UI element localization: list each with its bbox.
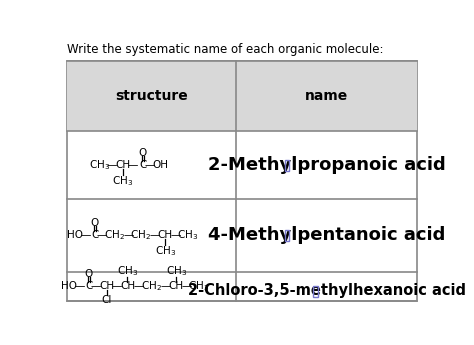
Text: 2-Methylpropanoic acid: 2-Methylpropanoic acid xyxy=(208,156,446,174)
Text: CH$_2$: CH$_2$ xyxy=(130,228,151,242)
Text: —: — xyxy=(81,230,91,240)
Text: —: — xyxy=(74,281,84,291)
Text: C: C xyxy=(91,230,99,240)
Text: O: O xyxy=(91,218,99,228)
Text: CH$_2$: CH$_2$ xyxy=(104,228,125,242)
Text: OH: OH xyxy=(153,160,169,170)
Text: CH: CH xyxy=(99,281,114,291)
Text: C: C xyxy=(139,160,146,170)
Text: CH$_3$: CH$_3$ xyxy=(112,174,133,188)
Bar xyxy=(313,286,318,297)
Text: CH$_3$: CH$_3$ xyxy=(188,279,210,293)
Text: —: — xyxy=(149,230,160,240)
Text: —: — xyxy=(111,281,122,291)
Text: HO: HO xyxy=(67,230,83,240)
Text: CH$_3$: CH$_3$ xyxy=(117,264,138,278)
Text: Write the systematic name of each organic molecule:: Write the systematic name of each organi… xyxy=(67,43,383,56)
Text: O: O xyxy=(84,269,93,279)
Text: —: — xyxy=(91,281,101,291)
Text: —: — xyxy=(181,281,191,291)
Text: —: — xyxy=(107,160,117,170)
Text: —: — xyxy=(128,160,138,170)
Text: —: — xyxy=(97,230,107,240)
Text: 4-Methylpentanoic acid: 4-Methylpentanoic acid xyxy=(208,226,445,245)
Text: —: — xyxy=(145,160,155,170)
Text: CH$_3$: CH$_3$ xyxy=(155,244,176,258)
Bar xyxy=(67,61,417,131)
Text: HO: HO xyxy=(61,281,76,291)
Text: O: O xyxy=(139,148,147,158)
Text: CH$_2$: CH$_2$ xyxy=(141,279,162,293)
Text: —: — xyxy=(170,230,181,240)
Text: —: — xyxy=(133,281,144,291)
Text: C: C xyxy=(85,281,92,291)
Text: structure: structure xyxy=(115,89,188,103)
Text: CH$_3$: CH$_3$ xyxy=(177,228,199,242)
Text: CH: CH xyxy=(120,281,135,291)
Text: CH$_3$: CH$_3$ xyxy=(166,264,187,278)
Text: CH: CH xyxy=(169,281,184,291)
Text: CH: CH xyxy=(115,160,130,170)
Text: —: — xyxy=(123,230,133,240)
Text: CH$_3$: CH$_3$ xyxy=(89,158,110,172)
Text: —: — xyxy=(160,281,171,291)
Text: Cl: Cl xyxy=(101,295,112,305)
Bar xyxy=(285,230,290,241)
Text: 2-Chloro-3,5-methylhexanoic acid: 2-Chloro-3,5-methylhexanoic acid xyxy=(188,283,465,298)
Text: CH: CH xyxy=(158,230,173,240)
Bar xyxy=(285,160,290,171)
Text: name: name xyxy=(305,89,348,103)
